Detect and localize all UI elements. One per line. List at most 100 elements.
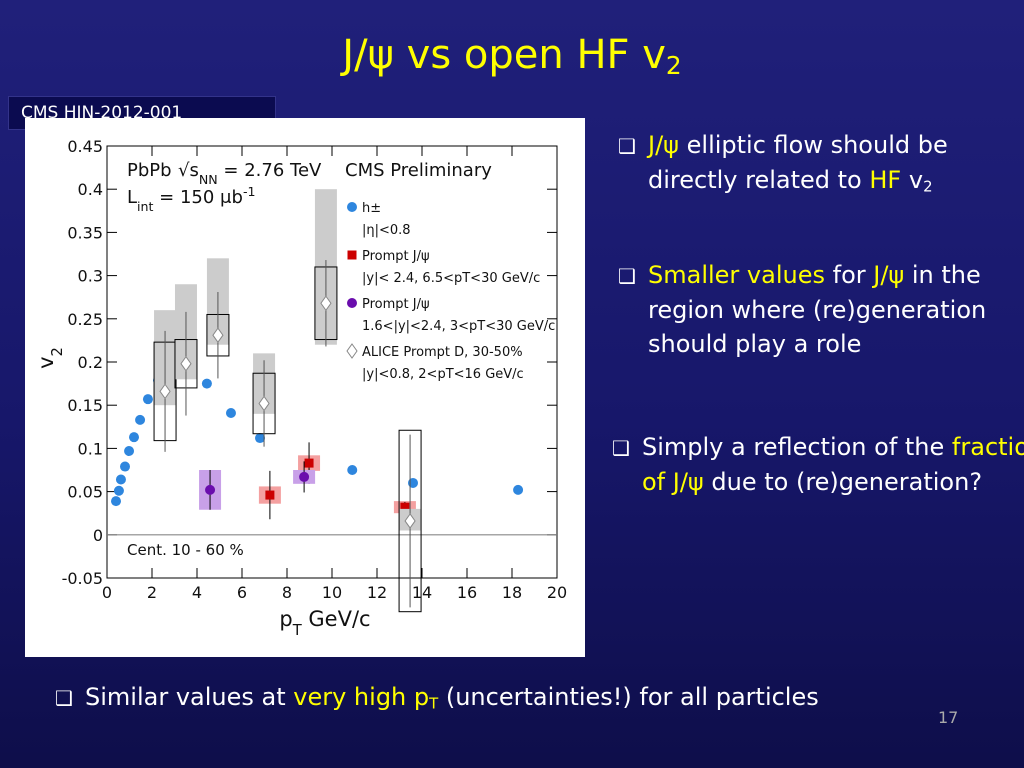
data-point [135, 414, 146, 425]
text-segment: (uncertainties!) for all particles [438, 683, 819, 711]
x-tick-label: 8 [282, 583, 292, 602]
text-segment: GeV/c [302, 607, 371, 631]
page-number: 17 [938, 708, 959, 727]
text-segment: in the region where (re)generation shoul… [648, 261, 987, 358]
x-tick-label: 4 [192, 583, 202, 602]
legend-marker [346, 343, 358, 359]
x-tick-label: 14 [412, 583, 432, 602]
text-segment: 2 [923, 177, 933, 196]
data-point [347, 465, 358, 475]
y-axis-label: v2 [34, 347, 66, 369]
annotation: √sNN = 2.76 TeV [178, 160, 322, 187]
bullet-icon: ❑ [618, 134, 636, 158]
data-point [124, 445, 135, 456]
data-point [304, 458, 314, 468]
x-tick-label: 2 [147, 583, 157, 602]
legend-label: h± [362, 201, 381, 216]
data-point [120, 461, 130, 472]
x-tick-label: 10 [322, 583, 342, 602]
text-segment: PbPb [127, 160, 172, 181]
legend-label: Prompt J/ψ [362, 249, 430, 264]
y-tick-label: 0.15 [67, 396, 103, 415]
y-tick-label: -0.05 [62, 569, 103, 588]
bullet-icon: ❑ [55, 686, 73, 710]
text-segment: 2 [665, 51, 682, 81]
data-point [111, 496, 121, 507]
text-segment: J/ψ [648, 131, 679, 159]
text-segment: J/ψ [873, 261, 905, 289]
bullet-icon: ❑ [618, 264, 636, 288]
text-segment: elliptic flow should be directly related… [648, 131, 948, 194]
data-point [180, 355, 192, 372]
data-point [225, 407, 236, 418]
x-tick-label: 16 [457, 583, 477, 602]
text-segment: = 150 μb [153, 187, 242, 208]
footer-bullet: ❑ Similar values at very high pT (uncerta… [55, 680, 1024, 715]
text-segment: v [34, 356, 58, 368]
text-segment: Smaller values [648, 261, 825, 289]
text-segment: CMS Preliminary [345, 160, 492, 181]
legend-label: Prompt J/ψ [362, 297, 430, 312]
y-tick-label: 0.45 [67, 137, 103, 156]
y-tick-label: 0.1 [78, 439, 103, 458]
data-point [299, 471, 310, 482]
legend-marker [347, 250, 357, 260]
y-tick-label: 0.05 [67, 483, 103, 502]
data-point [320, 295, 332, 312]
data-point [400, 502, 410, 512]
text-segment: very high p [293, 683, 430, 711]
text-segment: v [901, 166, 924, 194]
data-point [404, 513, 416, 529]
annotation: Cent. 10 - 60 % [127, 541, 244, 559]
data-point [159, 383, 171, 400]
text-segment: L [127, 187, 137, 208]
text-segment: HF [869, 166, 902, 194]
data-point [201, 378, 212, 389]
bullet: ❑ J/ψ elliptic flow should be directly re… [618, 128, 1023, 197]
text-segment: p [279, 607, 292, 631]
y-tick-label: 0.4 [78, 180, 103, 199]
annotation: CMS Preliminary [345, 160, 492, 181]
legend-marker [347, 298, 357, 308]
data-point [212, 327, 224, 344]
legend-detail: |y|< 2.4, 6.5<pT<30 GeV/c [362, 271, 540, 286]
data-point [129, 432, 139, 443]
text-segment: -1 [243, 184, 256, 199]
data-point [115, 474, 126, 485]
x-axis-label: pT GeV/c [279, 607, 370, 639]
text-segment: J/ψ vs open HF v [342, 32, 666, 78]
data-point [113, 485, 124, 496]
text-segment: for [824, 261, 874, 289]
x-tick-label: 20 [547, 583, 567, 602]
text-segment: int [137, 199, 153, 214]
data-point [205, 484, 216, 495]
text-segment: Cent. 10 - 60 % [127, 541, 244, 559]
text-segment: Simply a reflection of the [642, 433, 952, 461]
text-segment: NN [199, 172, 218, 187]
y-tick-label: 0 [93, 526, 103, 545]
x-tick-label: 12 [367, 583, 387, 602]
annotation: Lint = 150 μb-1 [127, 184, 256, 214]
chart-panel: -0.05 0 0.05 0.1 0.15 0.2 0.25 0.3 0.35 0.4 0.45 0 2… [25, 118, 585, 657]
bullet: ❑ Simply a reflection of the fraction of … [612, 430, 1024, 499]
y-tick-label: 0.25 [67, 310, 103, 329]
legend-detail: 1.6<|y|<2.4, 3<pT<30 GeV/c [362, 319, 555, 334]
data-point [408, 477, 418, 488]
y-tick-label: 0.3 [78, 267, 103, 286]
bullet-icon: ❑ [612, 436, 630, 460]
x-tick-label: 6 [237, 583, 247, 602]
text-segment: = 2.76 TeV [218, 160, 322, 181]
legend-label: ALICE Prompt D, 30-50% [362, 345, 523, 360]
legend-detail: |η|<0.8 [362, 223, 411, 238]
text-segment: due to (re)generation? [703, 468, 983, 496]
data-point [258, 395, 270, 412]
x-tick-label: 18 [502, 583, 522, 602]
data-point [513, 484, 524, 495]
text-segment: Similar values at [85, 683, 294, 711]
slide-title: J/ψ vs open HF v2 [0, 32, 1024, 78]
text-segment: fraction of J/ψ [642, 433, 1024, 496]
data-point [265, 490, 275, 500]
x-tick-label: 0 [102, 583, 112, 602]
